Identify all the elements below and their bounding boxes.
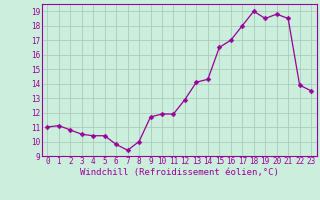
X-axis label: Windchill (Refroidissement éolien,°C): Windchill (Refroidissement éolien,°C) [80,168,279,177]
